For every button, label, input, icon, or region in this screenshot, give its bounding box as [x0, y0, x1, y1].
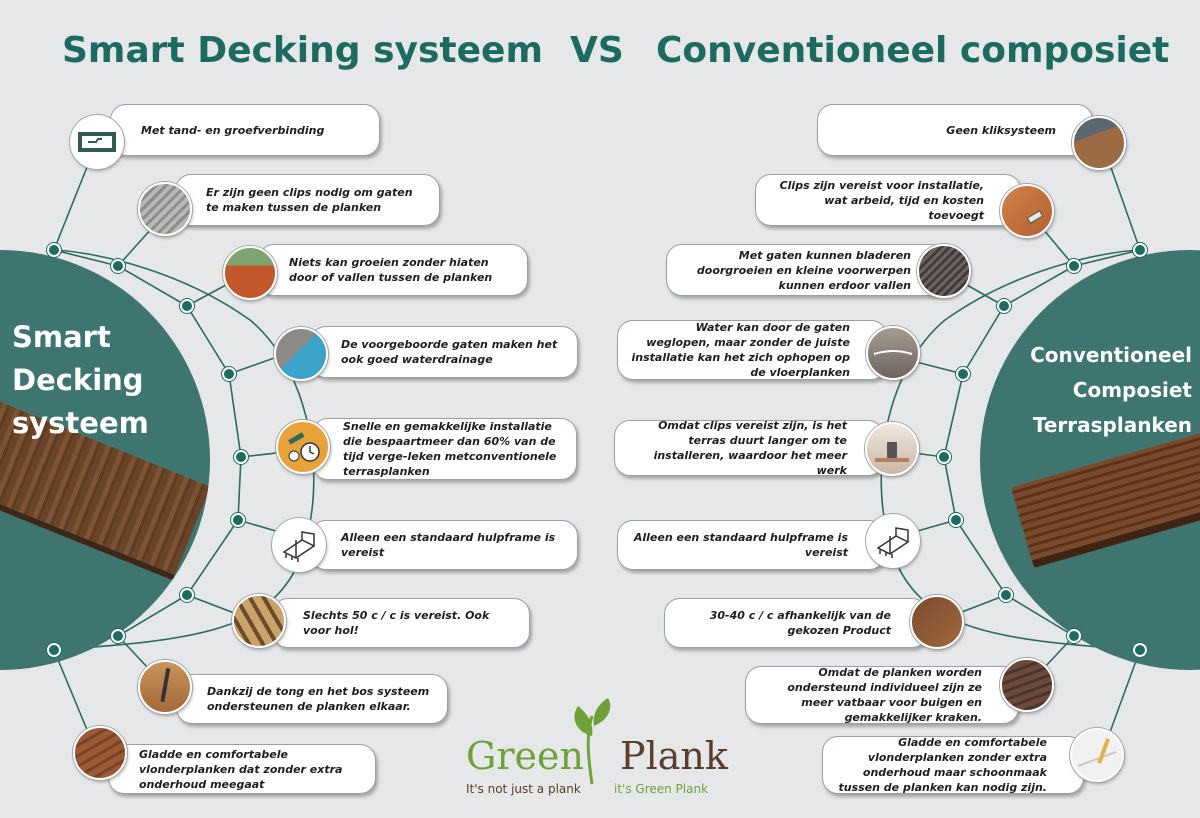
connector-dot	[111, 259, 125, 273]
cleaning-brush-icon	[1070, 728, 1124, 782]
smart-decking-panel-title: Smart Decking systeem	[12, 316, 149, 445]
connector-dot	[180, 588, 194, 602]
connector-dot	[956, 367, 970, 381]
pool-deck-icon	[274, 327, 328, 381]
conventional-plank-image	[1010, 423, 1200, 569]
connector-dot	[1133, 243, 1147, 257]
panel-title-line: systeem	[12, 406, 149, 440]
left-item-text: Er zijn geen clips nodig om gaten te mak…	[206, 186, 413, 214]
connector-dot	[1067, 629, 1081, 643]
left-item-callout: Alleen een standaard hulpframe is vereis…	[310, 520, 578, 570]
connector-dot	[997, 299, 1011, 313]
tongue-groove-profile-icon	[70, 115, 124, 169]
right-item-callout: Omdat de planken worden ondersteund indi…	[745, 666, 1019, 724]
connector-dot	[234, 450, 248, 464]
left-item-callout: Dankzij de tong en het bos systeem onder…	[176, 674, 448, 724]
installer-photo-icon	[1072, 116, 1126, 170]
right-item-callout: Geen kliksysteem	[817, 104, 1093, 156]
joists-icon	[232, 594, 286, 648]
plank-closeup-icon	[138, 182, 192, 236]
panel-title-line: Smart	[12, 320, 111, 354]
right-item-text: 30-40 c / c afhankelijk van de gekozen P…	[709, 609, 891, 637]
right-item-callout: Met gaten kunnen bladeren doorgroeien en…	[666, 244, 948, 296]
connector-dot	[222, 367, 236, 381]
right-item-text: Gladde en comfortabele vlonderplanken zo…	[838, 736, 1047, 794]
right-item-text: Omdat clips vereist zijn, is het terras …	[653, 419, 847, 477]
connector-dot	[47, 243, 61, 257]
right-item-callout: Alleen een standaard hulpframe is vereis…	[617, 520, 885, 570]
right-item-text: Omdat de planken worden ondersteund indi…	[787, 666, 982, 724]
left-item-callout: Snelle en gemakkelijke installatie die b…	[312, 418, 577, 480]
panel-title-line: Composiet	[1072, 378, 1192, 402]
logo-word-green: Green	[466, 734, 584, 778]
right-item-text: Water kan door de gaten weglopen, maar z…	[631, 321, 851, 379]
left-item-callout: Niets kan groeien zonder hiaten door of …	[258, 244, 528, 296]
greenplank-logo: Green Plank It's not just a plank it's G…	[464, 696, 734, 802]
screw-plank-icon	[138, 660, 192, 714]
left-item-callout: Er zijn geen clips nodig om gaten te mak…	[175, 174, 440, 226]
right-item-text: Geen kliksysteem	[946, 123, 1056, 137]
right-item-callout: Clips zijn vereist voor installatie, wat…	[755, 174, 1021, 226]
subframe-icon	[272, 518, 326, 572]
right-item-text: Alleen een standaard hulpframe is vereis…	[633, 531, 848, 559]
connector-dot	[231, 513, 245, 527]
leaf-icon	[574, 698, 611, 785]
connector-dot	[949, 513, 963, 527]
grooved-plank-icon	[917, 244, 971, 298]
left-item-callout: Met tand- en groefverbinding	[110, 104, 380, 156]
tools-clock-icon	[276, 420, 330, 474]
left-item-text: De voorgeboorde gaten maken het ook goed…	[341, 338, 558, 366]
deck-bending-icon	[1000, 658, 1054, 712]
left-item-text: Dankzij de tong en het bos systeem onder…	[207, 685, 430, 713]
connector-dot	[1067, 259, 1081, 273]
right-title: Conventioneel composiet	[656, 30, 1170, 71]
left-item-text: Alleen een standaard hulpframe is vereis…	[341, 531, 556, 559]
connector-dot	[1133, 643, 1147, 657]
right-item-callout: 30-40 c / c afhankelijk van de gekozen P…	[664, 598, 928, 648]
right-item-text: Clips zijn vereist voor installatie, wat…	[779, 178, 984, 222]
left-item-callout: Gladde en comfortabele vlonderplanken da…	[108, 744, 376, 794]
logo-tagline-2: it's Green Plank	[614, 782, 709, 796]
left-item-text: Slechts 50 c / c is vereist. Ook voor ho…	[303, 609, 490, 637]
right-item-callout: Gladde en comfortabele vlonderplanken zo…	[822, 736, 1084, 794]
frame-photo-icon	[910, 595, 964, 649]
clip-icon	[1000, 184, 1054, 238]
left-item-text: Snelle en gemakkelijke installatie die b…	[343, 420, 557, 478]
left-item-text: Niets kan groeien zonder hiaten door of …	[289, 256, 493, 284]
vs-label: VS	[570, 30, 624, 71]
connector-dot	[937, 450, 951, 464]
connector-dot	[111, 629, 125, 643]
logo-word-plank: Plank	[620, 734, 728, 778]
right-item-text: Met gaten kunnen bladeren doorgroeien en…	[696, 248, 911, 292]
subframe-icon	[866, 514, 920, 568]
left-item-text: Gladde en comfortabele vlonderplanken da…	[139, 747, 343, 791]
left-title: Smart Decking systeem	[62, 30, 543, 71]
panel-title-line: Terrasplanken	[1032, 413, 1192, 437]
panel-title-line: Conventioneel	[1030, 343, 1192, 367]
smooth-deck-icon	[73, 726, 127, 780]
logo-tagline-1: It's not just a plank	[466, 782, 581, 796]
clip-install-icon	[865, 422, 919, 476]
right-item-callout: Water kan door de gaten weglopen, maar z…	[617, 320, 887, 380]
right-item-callout: Omdat clips vereist zijn, is het terras …	[614, 419, 884, 477]
left-item-text: Met tand- en groefverbinding	[141, 123, 325, 137]
left-item-callout: De voorgeboorde gaten maken het ook goed…	[310, 326, 578, 378]
connector-dot	[47, 643, 61, 657]
water-gap-icon	[866, 326, 920, 380]
left-item-callout: Slechts 50 c / c is vereist. Ook voor ho…	[272, 598, 530, 648]
conventional-panel-title: Conventioneel Composiet Terrasplanken	[1020, 338, 1192, 443]
connector-dot	[999, 588, 1013, 602]
connector-dot	[180, 299, 194, 313]
deck-photo-icon	[223, 246, 277, 300]
panel-title-line: Decking	[12, 363, 144, 397]
